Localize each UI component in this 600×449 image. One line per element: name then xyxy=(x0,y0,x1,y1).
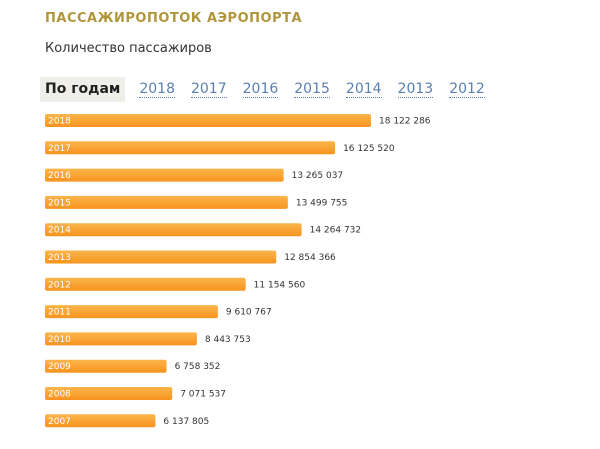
bar-2015 xyxy=(45,195,288,209)
bar-category-label: 2008 xyxy=(48,390,71,400)
bar-2011 xyxy=(45,305,218,319)
bar-2007 xyxy=(45,414,156,428)
bar-value-label: 11 154 560 xyxy=(254,280,306,290)
bar-value-label: 13 499 755 xyxy=(296,198,348,208)
tab-2012[interactable]: 2012 xyxy=(449,80,485,98)
bar-category-label: 2013 xyxy=(48,253,71,263)
bar-2014 xyxy=(45,223,302,237)
tab-2016[interactable]: 2016 xyxy=(242,80,279,98)
tab-by-years[interactable]: По годам xyxy=(40,76,126,102)
bar-value-label: 8 443 753 xyxy=(205,335,251,345)
bar-2016 xyxy=(45,168,284,182)
bar-category-label: 2014 xyxy=(48,226,71,236)
bar-value-label: 7 071 537 xyxy=(180,390,226,400)
bar-2013 xyxy=(45,250,277,264)
bar-2008 xyxy=(45,387,173,400)
tab-2014[interactable]: 2014 xyxy=(345,80,382,98)
tab-2017[interactable]: 2017 xyxy=(190,80,227,98)
bar-2010 xyxy=(45,332,197,346)
bar-category-label: 2010 xyxy=(48,335,71,345)
year-tabs: По годам 2018 2017 2016 2015 2014 2013 2… xyxy=(40,76,501,102)
bar-category-label: 2018 xyxy=(48,117,71,127)
bar-value-label: 18 122 286 xyxy=(379,117,431,127)
tab-2015[interactable]: 2015 xyxy=(294,80,330,98)
bar-category-label: 2009 xyxy=(48,362,71,372)
bar-value-label: 16 125 520 xyxy=(343,144,395,154)
bar-2012 xyxy=(45,277,246,291)
tab-2018[interactable]: 2018 xyxy=(139,80,175,98)
bar-category-label: 2012 xyxy=(48,280,71,290)
bar-value-label: 14 264 732 xyxy=(310,226,362,236)
bar-value-label: 12 854 366 xyxy=(284,253,336,263)
page-title: ПАССАЖИРОПОТОК АЭРОПОРТА xyxy=(45,11,303,26)
bar-category-label: 2016 xyxy=(48,171,71,181)
bar-value-label: 9 610 767 xyxy=(226,308,272,318)
bar-value-label: 6 137 805 xyxy=(163,417,209,427)
bar-2009 xyxy=(45,359,167,373)
bar-category-label: 2017 xyxy=(48,144,71,154)
bar-category-label: 2011 xyxy=(48,308,71,318)
bar-2018 xyxy=(45,114,371,127)
chart-subtitle: Количество пассажиров xyxy=(45,41,212,56)
bar-category-label: 2015 xyxy=(48,198,71,208)
bar-value-label: 13 265 037 xyxy=(292,171,344,181)
tab-2013[interactable]: 2013 xyxy=(397,80,434,98)
bar-category-label: 2007 xyxy=(48,417,71,427)
bar-2017 xyxy=(45,141,336,155)
bar-value-label: 6 758 352 xyxy=(175,362,221,372)
